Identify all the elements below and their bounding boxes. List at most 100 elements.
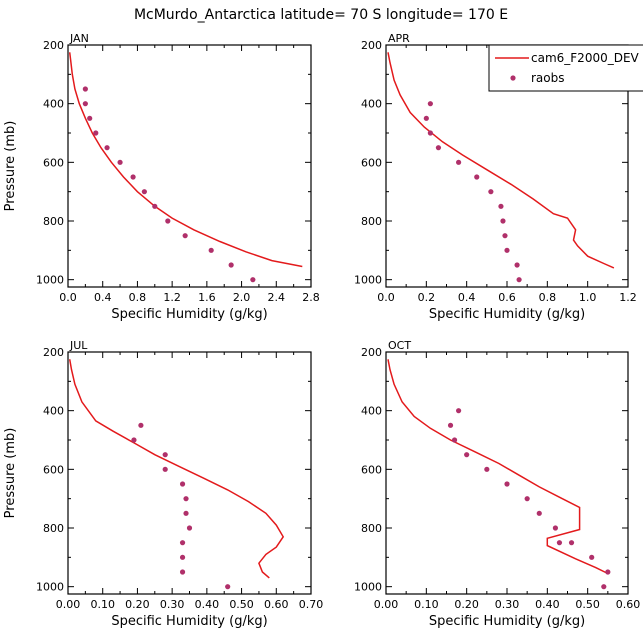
y-tick-label: 1000 bbox=[354, 581, 382, 594]
obs-point bbox=[138, 422, 144, 428]
panel-month-label: OCT bbox=[388, 339, 411, 352]
x-tick-label: 0.10 bbox=[90, 598, 115, 611]
x-tick-label: 2.8 bbox=[302, 291, 320, 304]
x-tick-label: 0.8 bbox=[539, 291, 557, 304]
obs-point bbox=[435, 145, 442, 151]
x-tick-label: 1.2 bbox=[163, 291, 181, 304]
plot-frame bbox=[67, 351, 312, 595]
obs-point bbox=[208, 247, 214, 253]
obs-point bbox=[484, 466, 490, 472]
x-tick-label: 0.60 bbox=[616, 598, 641, 611]
y-tick-label: 200 bbox=[361, 346, 382, 359]
obs-point bbox=[552, 525, 559, 531]
obs-point bbox=[179, 540, 186, 546]
y-tick-label: 1000 bbox=[36, 274, 64, 287]
obs-point bbox=[427, 101, 433, 107]
obs-point bbox=[228, 262, 234, 268]
plot-frame bbox=[67, 44, 312, 288]
obs-point bbox=[451, 437, 458, 443]
obs-point bbox=[514, 262, 520, 268]
y-tick-label: 600 bbox=[43, 463, 64, 476]
obs-point bbox=[104, 145, 110, 151]
y-axis-label: Pressure (mb) bbox=[3, 428, 18, 519]
obs-point bbox=[87, 115, 93, 121]
data-area bbox=[68, 52, 303, 283]
panel-month-label: JAN bbox=[69, 32, 89, 45]
obs-point bbox=[165, 218, 171, 224]
obs-point bbox=[601, 584, 607, 590]
panel-month-label: JUL bbox=[69, 339, 88, 352]
x-tick-label: 1.6 bbox=[198, 291, 216, 304]
panel-month-label: APR bbox=[388, 32, 410, 45]
x-tick-label: 0.8 bbox=[129, 291, 147, 304]
obs-point bbox=[183, 510, 189, 516]
obs-point bbox=[82, 101, 88, 107]
legend-box bbox=[488, 44, 643, 92]
y-tick-label: 800 bbox=[361, 522, 382, 535]
obs-point bbox=[131, 437, 137, 443]
y-tick-label: 400 bbox=[361, 98, 382, 111]
x-tick-label: 0.4 bbox=[94, 291, 112, 304]
obs-point bbox=[225, 584, 231, 590]
obs-point bbox=[589, 554, 595, 560]
y-tick-label: 400 bbox=[43, 405, 64, 418]
data-area bbox=[68, 359, 285, 590]
y-tick-label: 600 bbox=[361, 156, 382, 169]
obs-point bbox=[117, 159, 123, 165]
x-tick-label: 0.60 bbox=[264, 598, 289, 611]
y-tick-label: 1000 bbox=[354, 274, 382, 287]
obs-point bbox=[93, 130, 99, 136]
series-line-model bbox=[387, 359, 609, 575]
x-tick-label: 1.0 bbox=[579, 291, 597, 304]
y-tick-label: 800 bbox=[43, 215, 64, 228]
legend-obs-label: raobs bbox=[531, 71, 565, 85]
x-axis-label: Specific Humidity (g/kg) bbox=[111, 614, 267, 629]
obs-point bbox=[456, 408, 462, 414]
legend-model-label: cam6_F2000_DEV bbox=[531, 51, 640, 65]
x-tick-label: 0.30 bbox=[495, 598, 520, 611]
y-tick-label: 400 bbox=[361, 405, 382, 418]
data-area bbox=[387, 52, 615, 283]
x-axis-label: Specific Humidity (g/kg) bbox=[429, 307, 585, 322]
obs-point bbox=[182, 233, 188, 239]
obs-point bbox=[179, 569, 186, 575]
figure-title: McMurdo_Antarctica latitude= 70 S longit… bbox=[134, 7, 508, 23]
obs-point bbox=[152, 203, 158, 209]
legend-obs-marker bbox=[510, 75, 516, 81]
x-tick-label: 0.0 bbox=[59, 291, 77, 304]
y-tick-label: 800 bbox=[43, 522, 64, 535]
obs-point bbox=[488, 189, 494, 195]
x-tick-label: 1.2 bbox=[619, 291, 637, 304]
y-tick-label: 600 bbox=[43, 156, 64, 169]
y-tick-label: 800 bbox=[361, 215, 382, 228]
y-tick-label: 1000 bbox=[36, 581, 64, 594]
obs-point bbox=[568, 540, 575, 546]
y-tick-label: 200 bbox=[43, 346, 64, 359]
obs-point bbox=[456, 159, 462, 165]
x-tick-label: 0.20 bbox=[454, 598, 479, 611]
x-tick-label: 0.6 bbox=[498, 291, 516, 304]
x-tick-label: 0.20 bbox=[125, 598, 150, 611]
obs-point bbox=[536, 510, 542, 516]
y-tick-label: 600 bbox=[361, 463, 382, 476]
series-line-model bbox=[387, 52, 615, 269]
obs-point bbox=[423, 115, 429, 121]
y-tick-label: 400 bbox=[43, 98, 64, 111]
x-tick-label: 0.30 bbox=[160, 598, 185, 611]
obs-point bbox=[516, 277, 522, 283]
obs-point bbox=[502, 233, 508, 239]
x-tick-label: 0.00 bbox=[374, 598, 399, 611]
obs-point bbox=[130, 174, 136, 180]
obs-point bbox=[500, 218, 506, 224]
obs-point bbox=[556, 540, 563, 546]
x-tick-label: 0.4 bbox=[458, 291, 476, 304]
obs-point bbox=[82, 86, 88, 92]
panel-jul: 0.00 0.10 0.20 0.30 0.40 0.50 0.60 0.70 200 400 60… bbox=[3, 339, 323, 629]
panel-apr: 0.0 0.2 0.4 0.6 0.8 1.0 1.2 200 400 600 800 1000 APR… bbox=[354, 32, 637, 322]
obs-point bbox=[474, 174, 480, 180]
obs-point bbox=[504, 247, 510, 253]
y-tick-label: 200 bbox=[361, 39, 382, 52]
obs-point bbox=[605, 569, 611, 575]
obs-point bbox=[141, 189, 147, 195]
x-tick-label: 0.00 bbox=[56, 598, 81, 611]
